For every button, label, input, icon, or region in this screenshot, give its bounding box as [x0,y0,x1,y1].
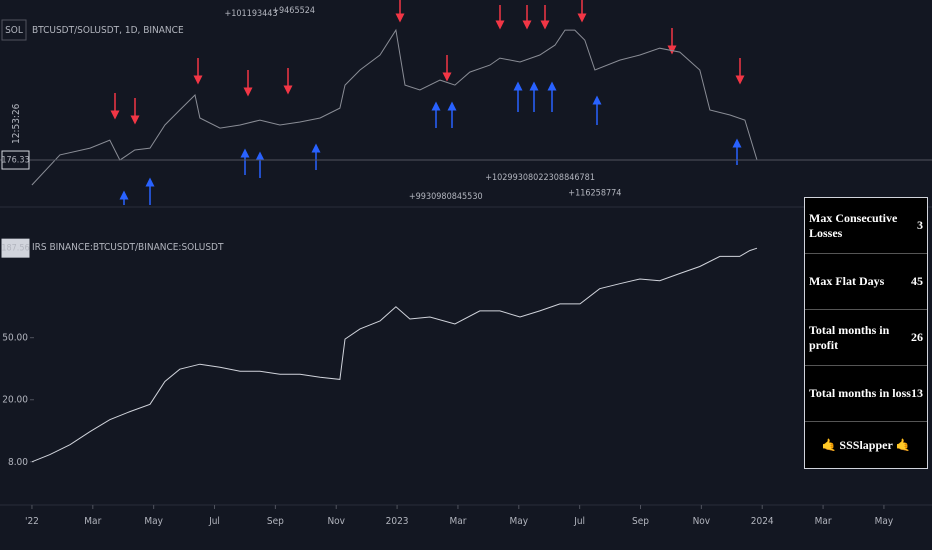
indicator-title: IRS BINANCE:BTCUSDT/BINANCE:SOLUSDT [32,242,224,253]
x-tick-label: Jul [573,516,585,527]
row-label: Total months in profit [809,322,890,352]
y-tick-label: 8.00 [8,457,28,468]
x-tick-label: Mar [84,516,101,527]
row-label: Max Flat Days [809,274,885,288]
x-tick-label: '22 [25,516,39,527]
countdown: 12:53:26 [11,103,22,144]
x-tick-label: Sep [632,516,649,527]
x-tick-label: Mar [449,516,466,527]
price-tag [1,150,30,170]
table-row: Total months in loss 13 [805,366,927,422]
price-tag [1,238,30,258]
line [31,247,758,463]
x-tick-label: Nov [693,516,711,527]
line [31,28,758,186]
annotations: +101193443+9465524 +9930980845530+1029930… [224,6,621,202]
x-tick-label: Sep [267,516,284,527]
row-value: 26 [911,330,923,344]
x-tick-label: 2023 [386,516,409,527]
annotation: +101193443 [224,9,277,19]
row-value: 45 [911,274,923,288]
sell-arrows [110,0,745,125]
symbol[interactable]: SOL [5,25,23,36]
x-tick-label: May [509,516,528,527]
symbol-box[interactable] [1,19,27,41]
table-row: Total months in profit 26 [805,310,927,366]
x-tick-label: May [144,516,163,527]
y-tick-label: 50.00 [2,333,28,344]
table-row: Max Flat Days 45 [805,254,927,310]
annotation: +9465524 [272,6,315,16]
chart-title: BTCUSDT/SOLUSDT, 1D, BINANCE [32,25,184,36]
annotation: +116258774 [568,189,621,199]
row-value: 13 [911,386,923,400]
price-tag-label: 176.33 [1,156,29,166]
annotation: +9930980845530 [409,192,483,202]
y-tick-label: 20.00 [2,395,28,406]
row-value: 3 [917,218,923,232]
x-tick-label: Jul [208,516,220,527]
x-tick-label: Nov [327,516,345,527]
row-label: Max Consecutive Losses [809,210,898,240]
table-row: Max Consecutive Losses 3 [805,198,927,254]
x-tick-label: Mar [815,516,832,527]
stats-table: Max Consecutive Losses 3 Max Flat Days 45 To… [804,197,928,469]
table-footer: 🤙 SSSlapper 🤙 [821,437,911,452]
row-label: Total months in loss [809,386,911,400]
annotation: +10299308022308846781 [485,173,595,183]
x-tick-label: May [875,516,894,527]
x-tick-label: 2024 [751,516,774,527]
price-tag-label: 187.56 [1,244,29,254]
buy-arrows [119,81,742,205]
